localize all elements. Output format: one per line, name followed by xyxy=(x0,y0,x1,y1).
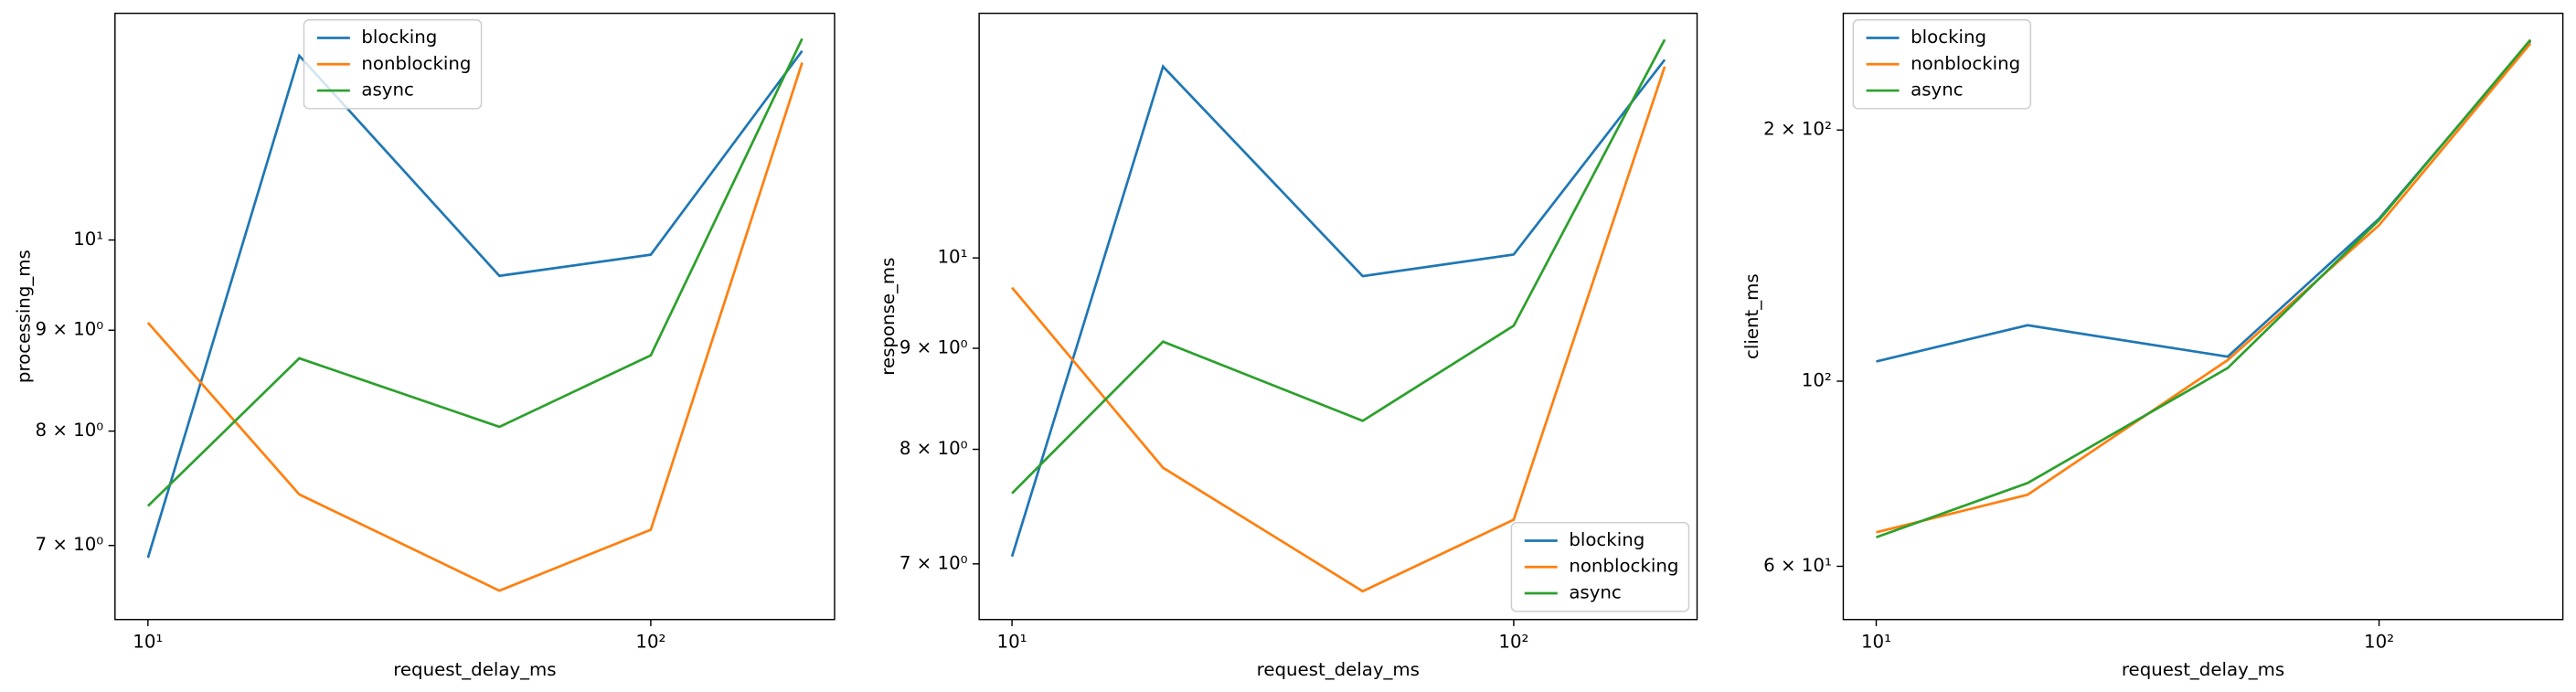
x-tick-label: 10¹ xyxy=(133,631,163,652)
y-tick-label: 10² xyxy=(1802,369,1832,390)
y-tick-label: 6 × 10¹ xyxy=(1763,555,1832,576)
y-axis-label: client_ms xyxy=(1741,273,1762,359)
x-tick-label: 10² xyxy=(2364,631,2394,652)
y-tick-label: 9 × 10⁰ xyxy=(899,337,968,358)
y-tick-label: 8 × 10⁰ xyxy=(36,420,104,441)
legend-label: async xyxy=(1569,581,1621,602)
series-line xyxy=(146,37,804,507)
series-line xyxy=(1876,38,2532,539)
y-tick-label: 8 × 10⁰ xyxy=(899,438,968,459)
series-line xyxy=(1011,38,1666,495)
legend-label: nonblocking xyxy=(1569,556,1678,577)
legend-label: nonblocking xyxy=(1911,53,2020,74)
plot-frame xyxy=(114,12,836,621)
y-tick-label: 10¹ xyxy=(937,247,967,268)
x-axis-label: request_delay_ms xyxy=(1257,659,1420,680)
series-line xyxy=(1876,42,2532,534)
legend-label: blocking xyxy=(1911,27,1986,48)
legend-box xyxy=(1852,19,2032,110)
x-tick-label: 10¹ xyxy=(1861,631,1891,652)
series-line xyxy=(146,49,804,559)
x-tick-label: 10² xyxy=(1498,631,1528,652)
x-tick-label: 10² xyxy=(635,631,665,652)
x-axis-label: request_delay_ms xyxy=(2122,659,2284,680)
y-tick-label: 7 × 10⁰ xyxy=(899,552,968,573)
plot-frame xyxy=(1842,12,2564,621)
legend-label: async xyxy=(1911,80,1963,101)
legend-label: blocking xyxy=(361,27,437,48)
series-line xyxy=(146,62,804,592)
legend-box xyxy=(1510,521,1690,612)
x-tick-label: 10¹ xyxy=(997,631,1027,652)
legend-label: blocking xyxy=(1569,529,1645,550)
legend-label: nonblocking xyxy=(361,53,471,74)
x-axis-label: request_delay_ms xyxy=(393,659,556,680)
series-line xyxy=(1011,66,1666,593)
series-line xyxy=(1010,59,1666,558)
legend-label: async xyxy=(361,80,413,101)
y-tick-label: 7 × 10⁰ xyxy=(36,534,104,555)
y-tick-label: 2 × 10² xyxy=(1763,119,1832,140)
y-axis-label: processing_ms xyxy=(13,250,34,383)
plot-frame xyxy=(978,12,1698,621)
y-tick-label: 10¹ xyxy=(73,229,103,250)
legend-box xyxy=(303,19,483,110)
y-tick-label: 9 × 10⁰ xyxy=(36,319,104,340)
y-axis-label: response_ms xyxy=(878,258,899,376)
